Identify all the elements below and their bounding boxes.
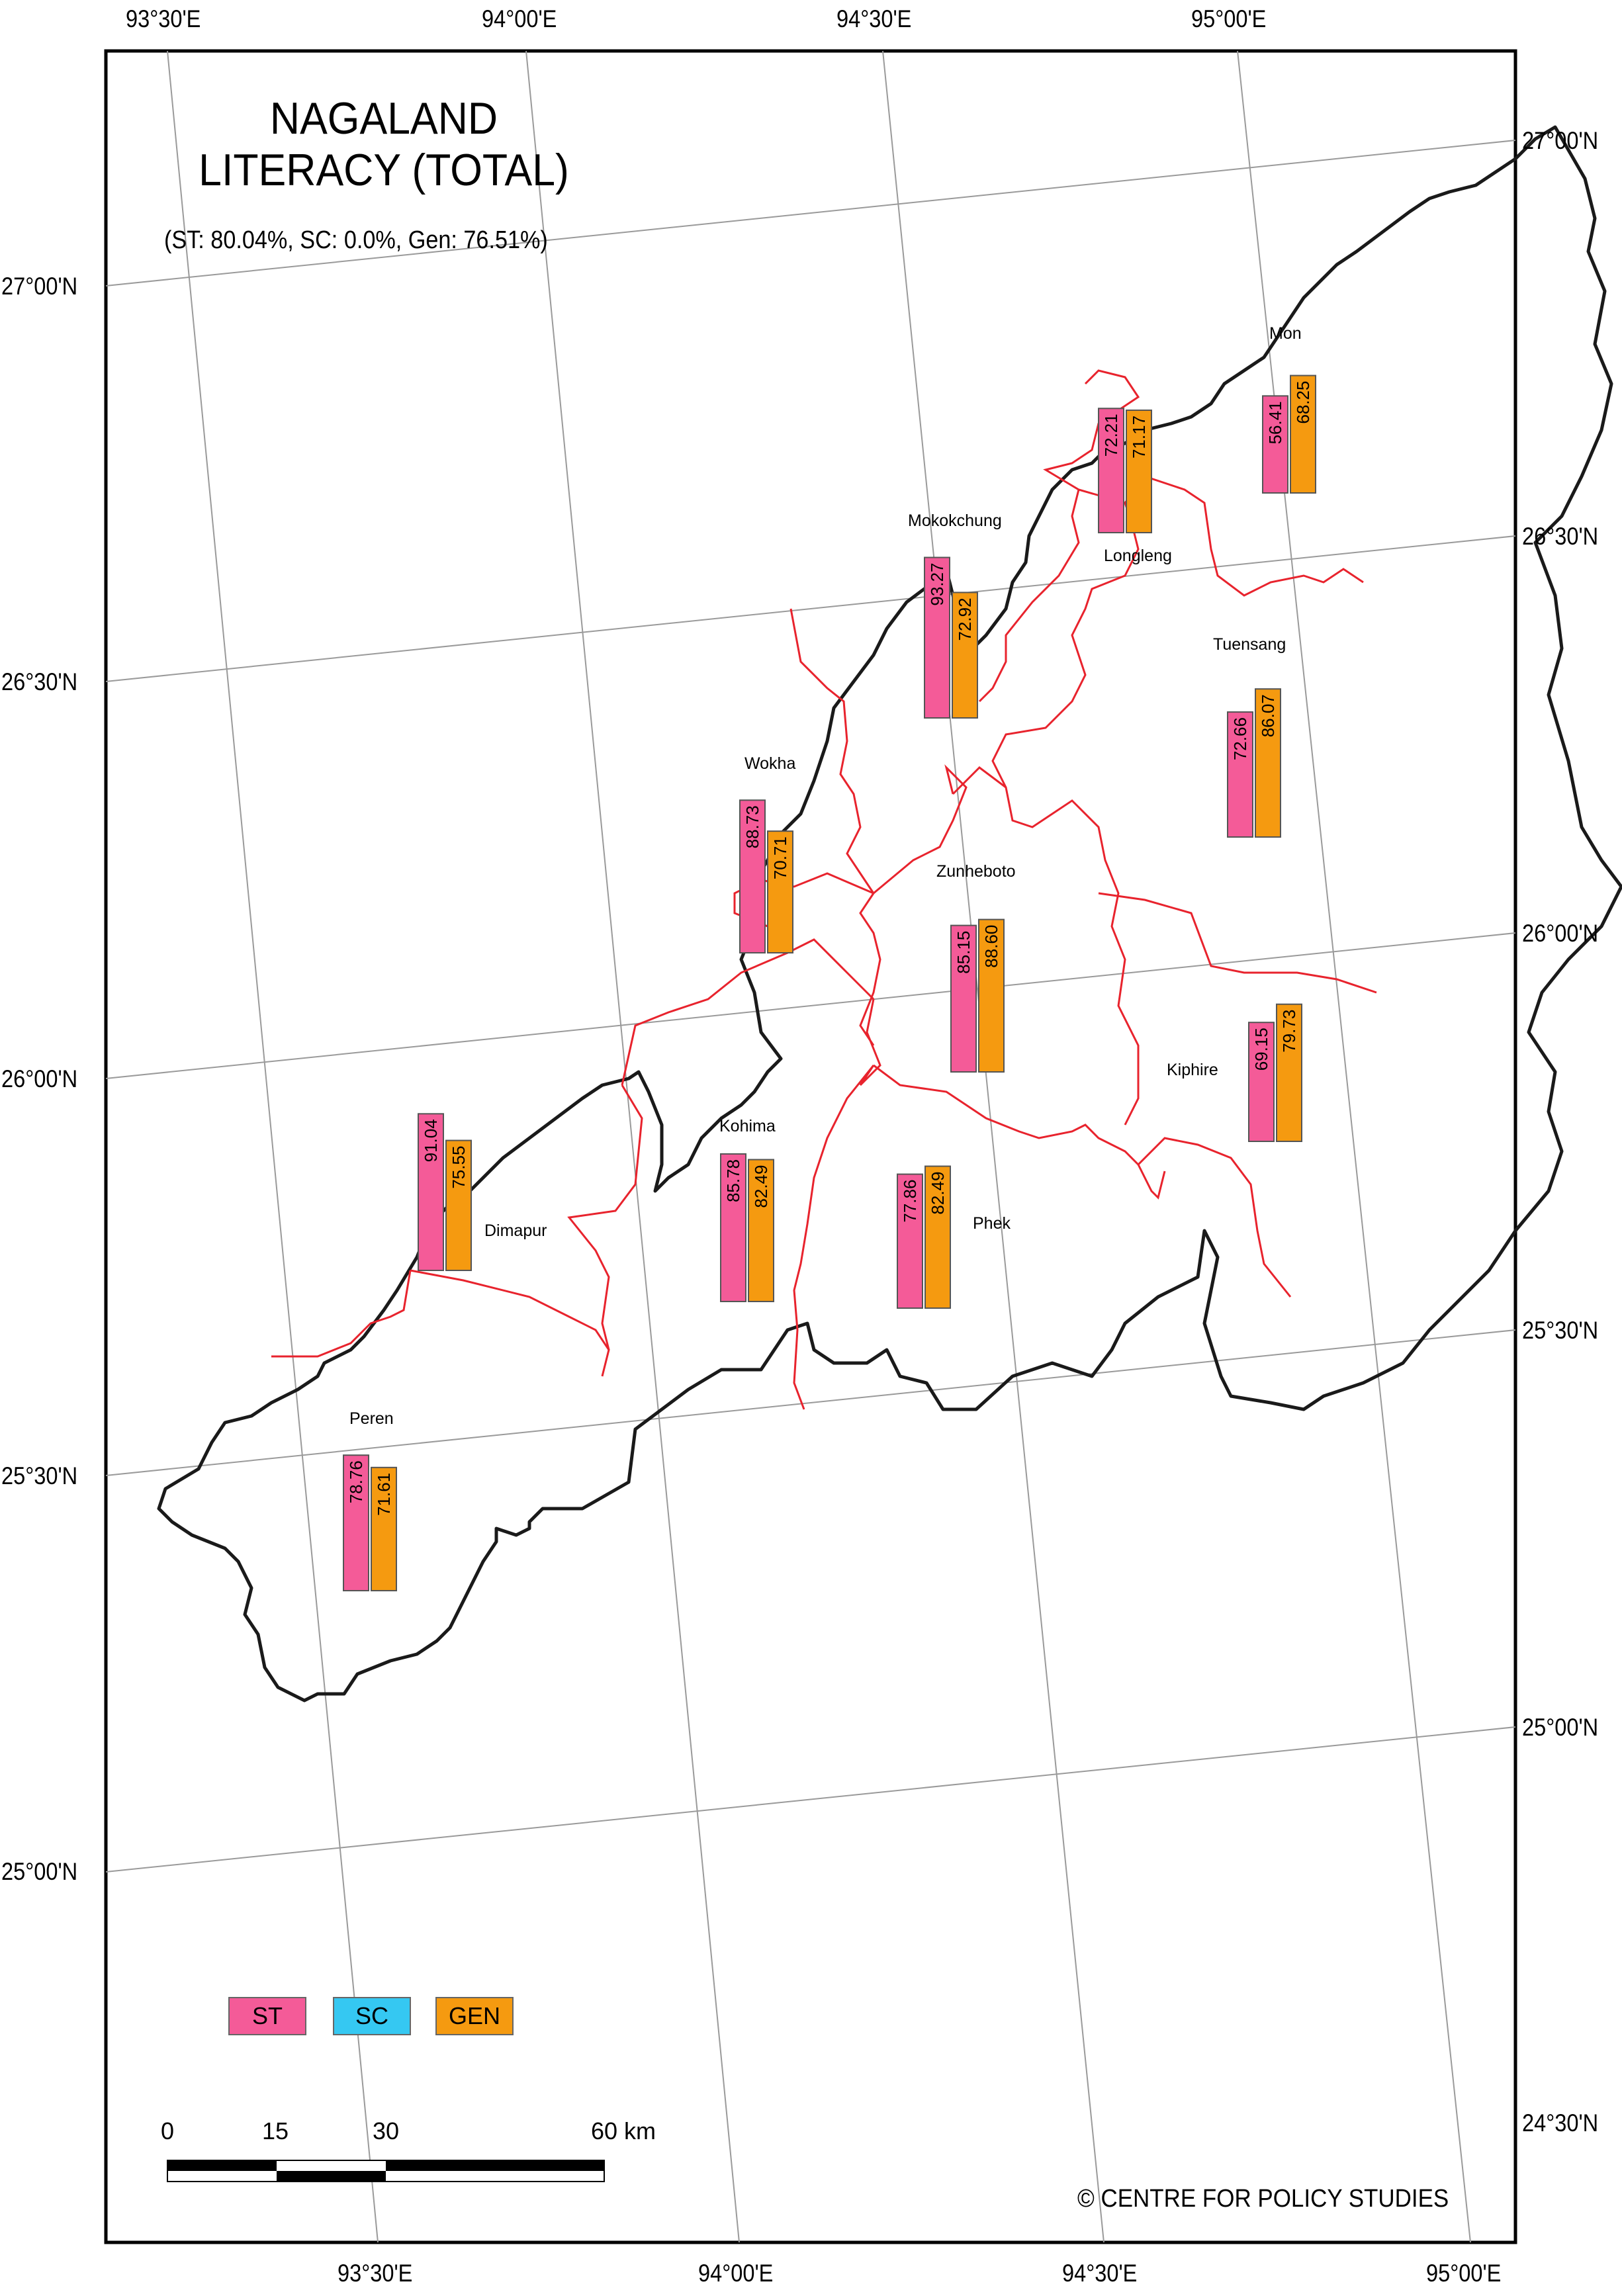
bar-peren-st (343, 1454, 369, 1592)
bar-label-zunheboto-gen: 88.60 (981, 925, 1001, 968)
bar-label-kiphire-gen: 79.73 (1279, 1010, 1299, 1053)
bar-kohima-gen (748, 1159, 774, 1302)
scale-label-15: 15 (262, 2117, 289, 2144)
bar-label-mokokchung-st: 93.27 (927, 562, 947, 605)
bar-label-dimapur-st: 91.04 (421, 1119, 441, 1162)
bar-kiphire-gen (1276, 1003, 1302, 1143)
bar-label-wokha-gen: 70.71 (770, 836, 790, 879)
bar-mokokchung-gen (952, 592, 978, 719)
bar-label-tuensang-st: 72.66 (1230, 717, 1250, 760)
bar-longleng-st (1098, 408, 1124, 534)
lat-label-left-4: 25°30'N (1, 1462, 78, 1489)
bar-label-longleng-st: 72.21 (1101, 414, 1121, 457)
district-label-mokokchung: Mokokchung (908, 511, 1002, 530)
lat-label-left-3: 26°00'N (1, 1065, 78, 1092)
bar-label-peren-gen: 71.61 (374, 1473, 394, 1516)
lon-label-top-1: 93°30'E (126, 5, 201, 32)
bar-mon-st (1262, 395, 1288, 494)
state-outline (157, 125, 1622, 1702)
lat-label-left-1: 27°00'N (1, 273, 78, 300)
bar-label-kohima-st: 85.78 (723, 1159, 743, 1202)
bar-mon-gen (1290, 375, 1316, 494)
bar-wokha-st (739, 799, 766, 953)
bar-label-phek-st: 77.86 (900, 1180, 920, 1223)
bar-wokha-gen (767, 830, 793, 954)
bar-mokokchung-st (924, 556, 950, 719)
district-label-kohima: Kohima (719, 1117, 776, 1135)
bar-dimapur-gen (445, 1139, 472, 1271)
bar-label-longleng-gen: 71.17 (1129, 416, 1149, 459)
lat-label-right-1: 27°00'N (1522, 127, 1599, 154)
lat-label-left-5: 25°00'N (1, 1858, 78, 1885)
scale-bar (167, 2160, 605, 2182)
lon-label-bottom-4: 95°00'E (1426, 2260, 1502, 2287)
district-label-dimapur: Dimapur (484, 1221, 547, 1240)
bar-label-dimapur-gen: 75.55 (449, 1146, 469, 1189)
bar-kohima-st (720, 1153, 746, 1303)
map-border (104, 49, 1517, 2244)
scale-label-60: 60 km (591, 2117, 656, 2144)
bar-kiphire-st (1248, 1022, 1275, 1142)
bar-label-mon-st: 56.41 (1265, 401, 1285, 444)
legend-st: ST (228, 1997, 306, 2035)
bar-label-wokha-st: 88.73 (743, 805, 762, 848)
lon-label-bottom-2: 94°00'E (698, 2260, 774, 2287)
bar-label-mon-gen: 68.25 (1293, 381, 1313, 424)
district-label-mon: Mon (1269, 324, 1302, 343)
bar-zunheboto-st (950, 924, 977, 1073)
lon-label-bottom-3: 94°30'E (1062, 2260, 1138, 2287)
district-label-peren: Peren (349, 1409, 394, 1428)
map-subtitle: (ST: 80.04%, SC: 0.0%, Gen: 76.51%) (164, 226, 548, 254)
legend-sc: SC (333, 1997, 411, 2035)
lat-label-right-5: 25°00'N (1522, 1714, 1599, 1741)
bar-label-zunheboto-st: 85.15 (954, 931, 973, 974)
literacy-bars: 56.41 68.25 72.21 71.17 93.27 72.92 72.66 86.07… (343, 375, 1316, 1592)
bar-label-kohima-gen: 82.49 (751, 1165, 771, 1208)
district-label-longleng: Longleng (1104, 547, 1172, 565)
lat-label-right-3: 26°00'N (1522, 920, 1599, 947)
bar-dimapur-st (418, 1113, 444, 1272)
bar-label-tuensang-gen: 86.07 (1258, 694, 1278, 737)
scale-label-0: 0 (161, 2117, 175, 2144)
title-line-1: NAGALAND (269, 93, 498, 144)
lat-label-right-2: 26°30'N (1522, 523, 1599, 550)
bar-phek-gen (924, 1165, 951, 1309)
bar-label-phek-gen: 82.49 (928, 1172, 948, 1215)
bar-label-kiphire-st: 69.15 (1251, 1028, 1271, 1071)
district-label-zunheboto: Zunheboto (936, 862, 1016, 881)
district-boundaries (271, 369, 1377, 1410)
bar-label-peren-st: 78.76 (346, 1460, 366, 1503)
lon-label-bottom-1: 93°30'E (338, 2260, 413, 2287)
lon-label-top-4: 95°00'E (1191, 5, 1267, 32)
lon-label-top-2: 94°00'E (482, 5, 557, 32)
lon-label-top-3: 94°30'E (836, 5, 912, 32)
district-label-wokha: Wokha (744, 754, 796, 773)
lat-label-left-2: 26°30'N (1, 668, 78, 695)
lat-label-right-6: 24°30'N (1522, 2109, 1599, 2137)
lat-label-right-4: 25°30'N (1522, 1317, 1599, 1344)
bar-tuensang-gen (1255, 688, 1281, 838)
scale-label-30: 30 (373, 2117, 400, 2144)
district-label-phek: Phek (973, 1214, 1011, 1233)
district-label-tuensang: Tuensang (1213, 635, 1286, 654)
bar-zunheboto-gen (978, 918, 1005, 1073)
map-title: NAGALAND LITERACY (TOTAL) (146, 93, 621, 196)
district-label-kiphire: Kiphire (1167, 1061, 1218, 1079)
credit-text: © CENTRE FOR POLICY STUDIES (1077, 2185, 1449, 2213)
legend-gen: GEN (435, 1997, 514, 2035)
bar-longleng-gen (1126, 409, 1152, 534)
bar-peren-gen (371, 1466, 397, 1591)
bar-phek-st (897, 1173, 923, 1309)
bar-tuensang-st (1227, 711, 1253, 838)
bar-label-mokokchung-gen: 72.92 (955, 597, 975, 640)
title-line-2: LITERACY (TOTAL) (199, 145, 569, 195)
